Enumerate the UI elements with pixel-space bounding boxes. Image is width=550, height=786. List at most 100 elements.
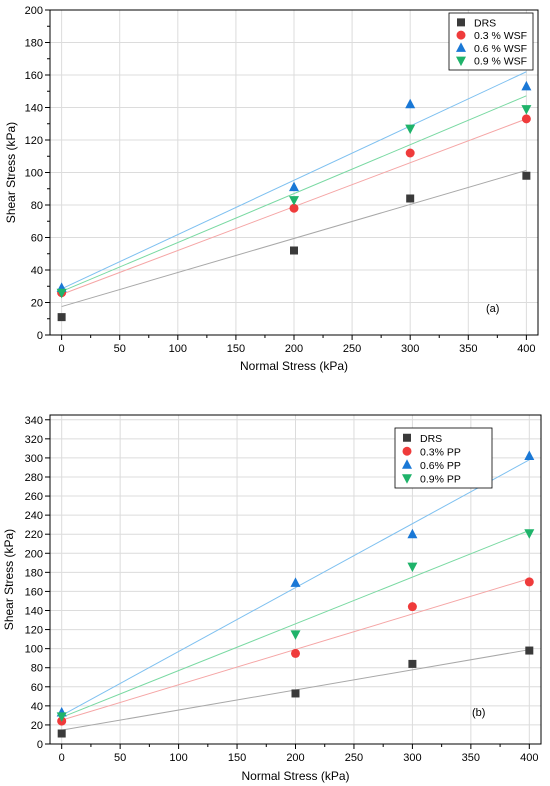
x-tick-label: 200 bbox=[285, 343, 303, 355]
y-tick-label: 40 bbox=[31, 265, 43, 277]
data-point bbox=[524, 450, 535, 461]
fit-line bbox=[61, 169, 527, 308]
x-tick-label: 350 bbox=[459, 343, 477, 355]
legend-marker bbox=[402, 474, 412, 484]
data-point bbox=[407, 602, 417, 612]
y-tick-label: 160 bbox=[25, 70, 43, 82]
data-point bbox=[291, 689, 300, 698]
y-tick-label: 320 bbox=[25, 434, 43, 446]
y-tick-label: 340 bbox=[25, 415, 43, 427]
panel-label: (b) bbox=[472, 707, 485, 719]
axis-ticks bbox=[45, 9, 527, 340]
y-tick-label: 140 bbox=[25, 103, 43, 115]
legend-marker bbox=[402, 446, 412, 456]
y-tick-label: 100 bbox=[25, 644, 43, 656]
x-tick-label: 400 bbox=[517, 343, 535, 355]
x-tick-label: 400 bbox=[520, 752, 538, 764]
data-point bbox=[56, 288, 67, 299]
y-tick-label: 220 bbox=[25, 529, 43, 541]
data-point bbox=[289, 181, 299, 192]
y-tick-label: 180 bbox=[25, 567, 43, 579]
legend-box bbox=[394, 427, 493, 489]
data-point bbox=[407, 528, 418, 539]
data-points bbox=[56, 450, 535, 738]
legend-label: 0.6% PP bbox=[420, 460, 461, 472]
x-tick-label: 250 bbox=[345, 752, 363, 764]
y-tick-label: 20 bbox=[31, 720, 43, 732]
data-point bbox=[290, 577, 301, 587]
y-tick-label: 80 bbox=[31, 200, 43, 212]
data-point bbox=[291, 648, 300, 658]
fit-line bbox=[61, 459, 530, 716]
legend-marker bbox=[456, 56, 466, 67]
fit-line bbox=[61, 529, 530, 718]
x-tick-label: 50 bbox=[114, 343, 126, 355]
legend-marker bbox=[402, 459, 412, 469]
data-point bbox=[525, 646, 534, 655]
x-tick-label: 200 bbox=[286, 752, 304, 764]
x-tick-label: 50 bbox=[114, 752, 126, 764]
y-tick-label: 200 bbox=[25, 548, 43, 560]
y-axis-label: Shear Stress (kPa) bbox=[4, 122, 18, 223]
y-tick-label: 40 bbox=[31, 701, 43, 713]
data-point bbox=[521, 114, 531, 124]
y-tick-label: 60 bbox=[31, 682, 43, 694]
legend-label: DRS bbox=[474, 17, 496, 29]
chart-panel-a: 0 50 100 150 200 250 300 350 400 0 20 40 60 80 100 120 1… bbox=[4, 5, 539, 373]
data-points bbox=[56, 80, 532, 322]
y-tick-label: 100 bbox=[25, 168, 43, 180]
x-tick-label: 300 bbox=[403, 752, 421, 764]
legend-marker bbox=[456, 42, 466, 52]
x-tick-label: 150 bbox=[227, 343, 245, 355]
legend-label: 0.6 % WSF bbox=[474, 43, 527, 55]
legend-label: 0.9 % WSF bbox=[474, 56, 527, 68]
y-tick-label: 20 bbox=[31, 298, 43, 310]
x-tick-label: 100 bbox=[169, 343, 187, 355]
data-point bbox=[290, 246, 298, 255]
y-tick-label: 120 bbox=[25, 135, 43, 147]
y-tick-label: 120 bbox=[25, 625, 43, 637]
data-point bbox=[521, 105, 532, 115]
y-tick-label: 280 bbox=[25, 472, 43, 484]
data-point bbox=[408, 659, 417, 668]
legend-label: 0.9% PP bbox=[420, 473, 461, 485]
data-point bbox=[289, 196, 299, 206]
data-point bbox=[524, 577, 534, 587]
y-tick-label: 80 bbox=[31, 663, 43, 675]
x-tick-label: 350 bbox=[462, 752, 480, 764]
fit-line bbox=[61, 71, 527, 290]
data-point bbox=[289, 203, 299, 213]
y-tick-label: 180 bbox=[25, 38, 43, 50]
legend-marker bbox=[403, 433, 411, 442]
y-tick-label: 0 bbox=[37, 330, 43, 342]
axis-ticks bbox=[45, 419, 530, 749]
panel-label: (a) bbox=[486, 303, 499, 315]
y-tick-label: 160 bbox=[25, 586, 43, 598]
y-tick-label: 60 bbox=[31, 233, 43, 245]
y-tick-label: 0 bbox=[37, 739, 43, 751]
data-point bbox=[405, 124, 416, 135]
x-axis-label: Normal Stress (kPa) bbox=[241, 769, 349, 783]
y-tick-label: 260 bbox=[25, 491, 43, 503]
y-tick-label: 300 bbox=[25, 453, 43, 465]
data-point bbox=[405, 98, 416, 109]
data-point bbox=[405, 148, 415, 158]
data-point bbox=[57, 313, 66, 322]
fit-line bbox=[61, 95, 527, 292]
data-point bbox=[521, 80, 532, 91]
x-tick-label: 0 bbox=[59, 752, 65, 764]
y-tick-label: 140 bbox=[25, 605, 43, 617]
x-axis-label: Normal Stress (kPa) bbox=[240, 359, 348, 373]
data-point bbox=[290, 630, 301, 640]
x-tick-label: 250 bbox=[343, 343, 361, 355]
y-tick-label: 240 bbox=[25, 510, 43, 522]
legend-label: 0.3 % WSF bbox=[474, 30, 527, 42]
x-tick-label: 100 bbox=[169, 752, 187, 764]
y-axis-label: Shear Stress (kPa) bbox=[2, 529, 16, 630]
legend-marker bbox=[457, 18, 465, 27]
data-point bbox=[522, 171, 531, 180]
data-point bbox=[524, 529, 535, 539]
data-point bbox=[56, 712, 67, 722]
